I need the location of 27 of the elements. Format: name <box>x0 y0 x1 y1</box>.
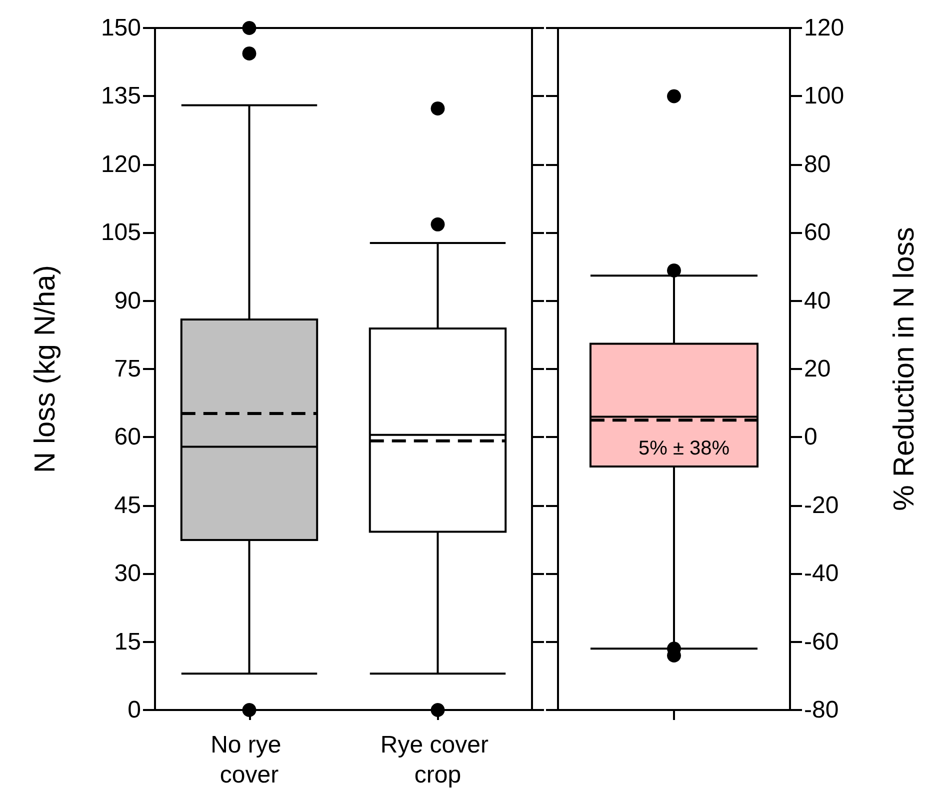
y2-tick-label: -60 <box>804 628 839 656</box>
x-tick-label: Rye cover crop <box>380 732 496 788</box>
y2-tick-label: 0 <box>804 424 818 451</box>
y2-tick-label: -20 <box>804 492 839 519</box>
y-tick-label: 0 <box>128 696 141 724</box>
x-tick-label: No rye cover <box>210 732 288 788</box>
y2-tick-label: -80 <box>804 696 839 724</box>
y-axis-title: N loss (kg N/ha) <box>30 265 62 473</box>
y-tick-label: 135 <box>100 82 141 110</box>
y2-axis-title: % Reduction in N loss <box>888 227 920 511</box>
y2-tick-label: 100 <box>804 82 844 110</box>
y2-tick-label: 20 <box>804 356 831 382</box>
y-tick-label: 45 <box>114 492 141 519</box>
y2-tick-label: -40 <box>804 560 839 588</box>
y-tick-label: 30 <box>114 560 141 588</box>
annotation: 5% ± 38% <box>638 438 730 460</box>
y-tick-label: 75 <box>114 356 141 382</box>
y2-tick-label: 60 <box>804 219 831 246</box>
y2-tick-label: 120 <box>804 14 844 42</box>
y-tick-label: 105 <box>100 219 141 246</box>
y-tick-label: 60 <box>114 424 141 451</box>
y-tick-label: 15 <box>114 628 141 656</box>
y-tick-label: 90 <box>114 287 141 314</box>
y2-tick-label: 80 <box>804 150 831 178</box>
y2-tick-label: 40 <box>804 287 831 314</box>
y-tick-label: 150 <box>100 14 141 42</box>
y-tick-label: 120 <box>100 150 141 178</box>
